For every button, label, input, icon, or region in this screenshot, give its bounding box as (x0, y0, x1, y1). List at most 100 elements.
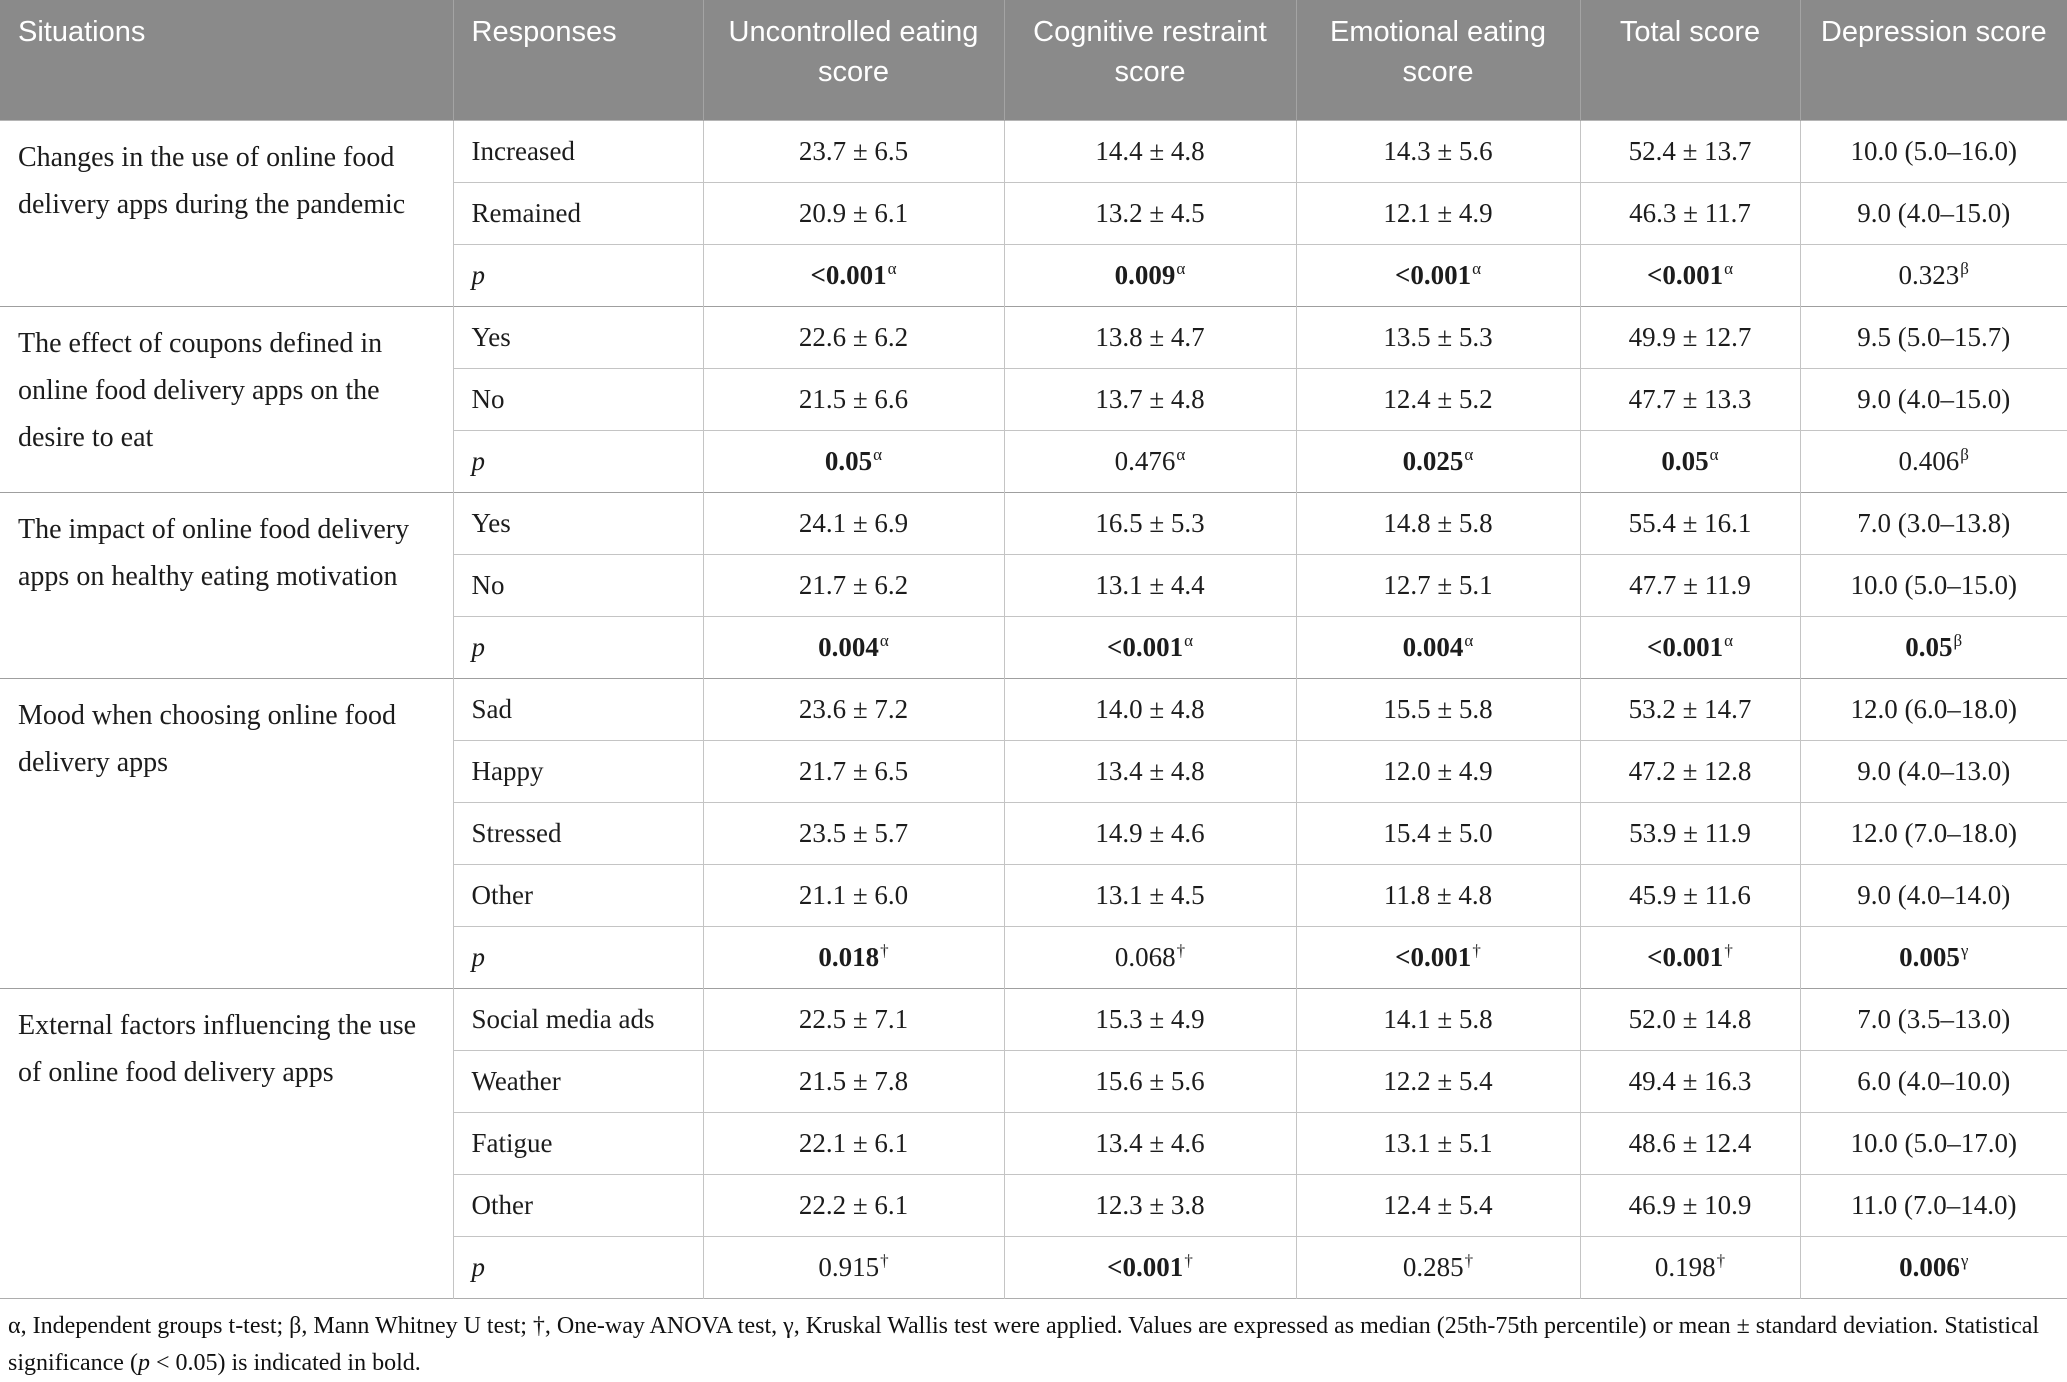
score-cell: 12.0 ± 4.9 (1295, 739, 1580, 802)
score-cell: 9.0 (4.0–14.0) (1799, 863, 2067, 926)
test-marker: α (1464, 444, 1474, 464)
score-cell: 9.0 (4.0–15.0) (1799, 181, 2067, 244)
response-cell: Other (452, 1173, 703, 1236)
test-marker: γ (1960, 940, 1969, 960)
response-cell: Remained (452, 181, 703, 244)
test-marker: β (1960, 258, 1969, 278)
column-header-5: Total score (1579, 0, 1800, 120)
situation-cell: Mood when choosing online food delivery … (0, 677, 453, 988)
p-value-cell: 0.476α (1003, 429, 1296, 492)
p-value-cell: <0.001α (702, 243, 1004, 306)
score-cell: 21.5 ± 6.6 (702, 367, 1004, 430)
score-cell: 13.7 ± 4.8 (1003, 367, 1296, 430)
response-cell: Sad (452, 677, 703, 740)
table-row: p 0.05α 0.476α 0.025α 0.05α 0.406β (0, 429, 2067, 492)
table-row: No 21.5 ± 6.6 13.7 ± 4.8 12.4 ± 5.2 47.7 ± 1… (0, 367, 2067, 430)
test-marker: α (1184, 630, 1194, 650)
p-value-cell: 0.009α (1003, 243, 1296, 306)
p-value-cell: <0.001† (1579, 925, 1800, 988)
p-value-cell: 0.198† (1579, 1235, 1800, 1298)
p-value-cell: <0.001α (1579, 243, 1800, 306)
p-value-cell: 0.068† (1003, 925, 1296, 988)
test-marker: α (887, 258, 897, 278)
p-value-cell: 0.915† (702, 1235, 1004, 1298)
score-cell: 46.9 ± 10.9 (1579, 1173, 1800, 1236)
column-header-0: Situations (0, 0, 453, 120)
test-marker: α (1724, 258, 1734, 278)
score-cell: 12.1 ± 4.9 (1295, 181, 1580, 244)
response-cell: Happy (452, 739, 703, 802)
p-value-cell: <0.001† (1003, 1235, 1296, 1298)
test-marker: α (1176, 258, 1186, 278)
p-value-cell: 0.05α (702, 429, 1004, 492)
score-cell: 10.0 (5.0–16.0) (1799, 119, 2067, 182)
score-cell: 13.1 ± 5.1 (1295, 1111, 1580, 1174)
test-marker: γ (1960, 1250, 1969, 1270)
score-cell: 21.7 ± 6.2 (702, 553, 1004, 616)
p-value-cell: 0.323β (1799, 243, 2067, 306)
table-row: The effect of coupons defined in online … (0, 305, 2067, 492)
score-cell: 48.6 ± 12.4 (1579, 1111, 1800, 1174)
test-marker: † (880, 1250, 889, 1270)
table-header: Situations Responses Uncontrolled eating s… (0, 0, 2067, 120)
score-cell: 13.2 ± 4.5 (1003, 181, 1296, 244)
score-cell: 53.2 ± 14.7 (1579, 677, 1800, 740)
response-cell: No (452, 553, 703, 616)
score-cell: 23.5 ± 5.7 (702, 801, 1004, 864)
score-cell: 15.3 ± 4.9 (1003, 987, 1296, 1050)
test-marker: † (1176, 940, 1186, 960)
column-header-3: Cognitive restraint score (1003, 0, 1296, 120)
score-cell: 12.0 (7.0–18.0) (1799, 801, 2067, 864)
score-cell: 23.7 ± 6.5 (702, 119, 1004, 182)
table-body: Changes in the use of online food delive… (0, 119, 2067, 1298)
score-cell: 52.0 ± 14.8 (1579, 987, 1800, 1050)
score-cell: 16.5 ± 5.3 (1003, 491, 1296, 554)
p-value-cell: 0.004α (1295, 615, 1580, 678)
score-cell: 13.5 ± 5.3 (1295, 305, 1580, 368)
table-row: Changes in the use of online food delive… (0, 119, 2067, 306)
table-row: Other 22.2 ± 6.1 12.3 ± 3.8 12.4 ± 5.4 46.9 … (0, 1173, 2067, 1236)
test-marker: † (1716, 1250, 1726, 1270)
table-row: Other 21.1 ± 6.0 13.1 ± 4.5 11.8 ± 4.8 45.9 … (0, 863, 2067, 926)
score-cell: 46.3 ± 11.7 (1579, 181, 1800, 244)
footnote-text: p (137, 1349, 150, 1376)
p-value-cell: 0.05α (1579, 429, 1800, 492)
p-value-cell: <0.001α (1579, 615, 1800, 678)
score-cell: 24.1 ± 6.9 (702, 491, 1004, 554)
score-cell: 14.1 ± 5.8 (1295, 987, 1580, 1050)
test-marker: α (1176, 444, 1186, 464)
header-row: Situations Responses Uncontrolled eating s… (0, 0, 2067, 120)
score-cell: 11.8 ± 4.8 (1295, 863, 1580, 926)
column-header-6: Depression score (1799, 0, 2067, 120)
score-cell: 10.0 (5.0–17.0) (1799, 1111, 2067, 1174)
score-cell: 9.5 (5.0–15.7) (1799, 305, 2067, 368)
score-cell: 15.5 ± 5.8 (1295, 677, 1580, 740)
score-cell: 14.8 ± 5.8 (1295, 491, 1580, 554)
response-cell: Social media ads (452, 987, 703, 1050)
score-cell: 13.4 ± 4.8 (1003, 739, 1296, 802)
score-cell: 15.4 ± 5.0 (1295, 801, 1580, 864)
response-cell: Yes (452, 491, 703, 554)
p-value-cell: 0.006γ (1799, 1235, 2067, 1298)
p-row-label: p (452, 615, 703, 678)
table-row: p 0.915† <0.001† 0.285† 0.198† 0.006γ (0, 1235, 2067, 1298)
column-header-1: Responses (452, 0, 703, 120)
situation-cell: Changes in the use of online food delive… (0, 119, 453, 306)
score-cell: 6.0 (4.0–10.0) (1799, 1049, 2067, 1112)
score-cell: 12.0 (6.0–18.0) (1799, 677, 2067, 740)
score-cell: 13.1 ± 4.5 (1003, 863, 1296, 926)
test-marker: β (1953, 630, 1963, 650)
test-marker: † (880, 940, 889, 960)
table-row: Remained 20.9 ± 6.1 13.2 ± 4.5 12.1 ± 4.9 46… (0, 181, 2067, 244)
p-value-cell: <0.001α (1003, 615, 1296, 678)
response-cell: Other (452, 863, 703, 926)
table-row: p <0.001α 0.009α <0.001α <0.001α 0.323β (0, 243, 2067, 306)
response-cell: Yes (452, 305, 703, 368)
table-row: The impact of online food delivery apps … (0, 491, 2067, 678)
score-cell: 15.6 ± 5.6 (1003, 1049, 1296, 1112)
table-row: External factors influencing the use of … (0, 987, 2067, 1298)
score-cell: 20.9 ± 6.1 (702, 181, 1004, 244)
situation-cell: External factors influencing the use of … (0, 987, 453, 1298)
score-cell: 11.0 (7.0–14.0) (1799, 1173, 2067, 1236)
